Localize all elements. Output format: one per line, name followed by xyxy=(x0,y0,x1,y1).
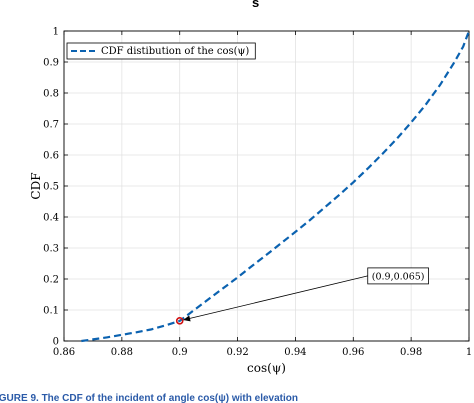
grid xyxy=(63,30,470,342)
annotation-arrowhead xyxy=(183,315,191,322)
x-tick-label: 0.94 xyxy=(284,347,306,358)
figure-caption-fragment: IGURE 9. The CDF of the incident of angl… xyxy=(0,393,298,403)
annotation-label: (0.9,0.065) xyxy=(372,271,425,282)
x-tick-label: 1 xyxy=(466,347,472,358)
y-tick-label: 0.5 xyxy=(43,182,59,193)
y-tick-label: 0.4 xyxy=(43,213,59,224)
y-tick-label: 0.3 xyxy=(43,244,59,255)
x-tick-labels: 0.86 0.88 0.9 0.92 0.94 0.96 0.98 1 xyxy=(53,347,472,358)
y-tick-label: 1 xyxy=(53,27,59,38)
y-tick-label: 0 xyxy=(53,337,59,348)
legend: CDF distibution of the cos(ψ) xyxy=(66,42,256,60)
series-line-cdf xyxy=(81,30,471,343)
x-tick-label: 0.86 xyxy=(53,347,75,358)
annotation-marker xyxy=(175,317,184,325)
y-tick-label: 0.1 xyxy=(43,306,59,317)
annotation-box xyxy=(367,267,429,285)
x-tick-label: 0.98 xyxy=(400,347,422,358)
y-tick-labels: 0 0.1 0.2 0.3 0.4 0.5 0.6 0.7 0.8 0.9 1 xyxy=(43,27,59,348)
legend-entry: CDF distibution of the cos(ψ) xyxy=(101,46,249,57)
annotation-arrow xyxy=(183,275,368,321)
x-tick-label: 0.9 xyxy=(172,347,188,358)
y-tick-label: 0.6 xyxy=(43,151,59,162)
y-tick-label: 0.9 xyxy=(43,58,59,69)
ticks xyxy=(63,30,470,342)
chart-title-fragment: s xyxy=(252,0,259,10)
y-tick-label: 0.2 xyxy=(43,275,59,286)
y-tick-label: 0.7 xyxy=(43,120,59,131)
x-axis-label: cos(ψ) xyxy=(247,361,286,375)
series-layer xyxy=(81,30,471,343)
x-tick-label: 0.88 xyxy=(111,347,133,358)
y-tick-label: 0.8 xyxy=(43,89,59,100)
x-tick-label: 0.96 xyxy=(342,347,364,358)
x-tick-label: 0.92 xyxy=(226,347,248,358)
annotation-layer: (0.9,0.065) xyxy=(175,267,429,325)
y-axis-label: CDF xyxy=(29,172,43,199)
legend-box xyxy=(66,42,256,60)
